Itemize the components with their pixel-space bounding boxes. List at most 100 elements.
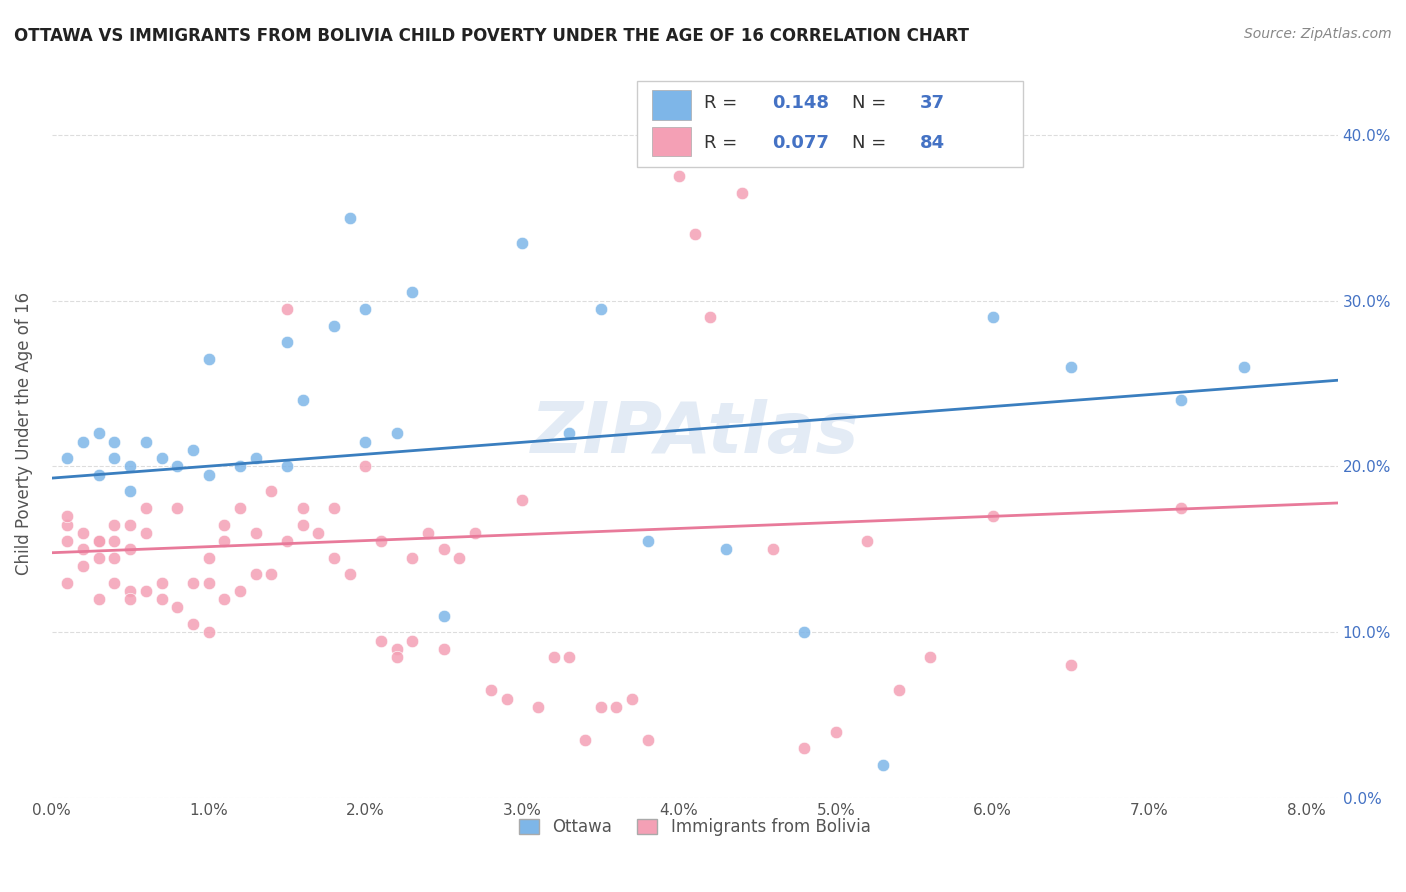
Point bbox=[135, 525, 157, 540]
Point bbox=[103, 575, 125, 590]
Point bbox=[385, 650, 408, 665]
Text: 0.077: 0.077 bbox=[772, 134, 828, 152]
Point bbox=[872, 758, 894, 772]
Point bbox=[433, 641, 456, 656]
Point bbox=[449, 550, 471, 565]
Point bbox=[120, 592, 142, 607]
Point bbox=[401, 550, 423, 565]
Point bbox=[229, 459, 252, 474]
Point bbox=[150, 592, 173, 607]
Point bbox=[229, 583, 252, 598]
Point bbox=[103, 451, 125, 466]
Point bbox=[212, 517, 235, 532]
Point bbox=[103, 517, 125, 532]
Point bbox=[1060, 359, 1083, 374]
Point bbox=[291, 393, 314, 408]
Point bbox=[212, 534, 235, 549]
Point bbox=[620, 691, 643, 706]
Point bbox=[276, 459, 298, 474]
Point bbox=[558, 426, 581, 441]
Point bbox=[291, 500, 314, 515]
Point bbox=[56, 517, 79, 532]
Point bbox=[1232, 359, 1254, 374]
Point bbox=[120, 583, 142, 598]
Point bbox=[150, 575, 173, 590]
Point bbox=[307, 525, 329, 540]
Point bbox=[212, 592, 235, 607]
Point bbox=[245, 567, 267, 582]
Point bbox=[793, 741, 815, 756]
Point bbox=[120, 484, 142, 499]
Point bbox=[260, 567, 283, 582]
Point bbox=[683, 227, 706, 242]
Point bbox=[87, 467, 110, 482]
Point bbox=[856, 534, 879, 549]
FancyBboxPatch shape bbox=[637, 81, 1022, 167]
Point bbox=[166, 500, 188, 515]
Point bbox=[527, 700, 550, 714]
Point bbox=[245, 525, 267, 540]
Point bbox=[637, 534, 659, 549]
Legend: Ottawa, Immigrants from Bolivia: Ottawa, Immigrants from Bolivia bbox=[510, 810, 879, 845]
FancyBboxPatch shape bbox=[652, 90, 690, 120]
Point bbox=[166, 600, 188, 615]
Point bbox=[464, 525, 486, 540]
Point bbox=[637, 733, 659, 747]
Point bbox=[354, 459, 377, 474]
Point bbox=[197, 351, 219, 366]
Point bbox=[291, 517, 314, 532]
Point bbox=[120, 517, 142, 532]
Point bbox=[120, 542, 142, 557]
Point bbox=[495, 691, 517, 706]
Point bbox=[510, 492, 533, 507]
Point bbox=[56, 575, 79, 590]
Point bbox=[668, 169, 690, 184]
Point bbox=[103, 534, 125, 549]
Point bbox=[385, 641, 408, 656]
Point bbox=[589, 301, 612, 316]
Point bbox=[479, 683, 502, 698]
Point bbox=[323, 500, 346, 515]
Point bbox=[354, 434, 377, 449]
Point bbox=[276, 534, 298, 549]
Point bbox=[401, 285, 423, 300]
Point bbox=[87, 534, 110, 549]
Point bbox=[276, 335, 298, 350]
Point bbox=[72, 525, 94, 540]
Point bbox=[339, 211, 361, 225]
Point bbox=[229, 500, 252, 515]
Point bbox=[416, 525, 439, 540]
Point bbox=[510, 235, 533, 250]
Text: 37: 37 bbox=[920, 94, 945, 112]
Point bbox=[181, 575, 204, 590]
Point bbox=[245, 451, 267, 466]
Point bbox=[385, 426, 408, 441]
Point bbox=[589, 700, 612, 714]
Point bbox=[558, 650, 581, 665]
Point bbox=[1060, 658, 1083, 673]
Point bbox=[56, 451, 79, 466]
Point bbox=[72, 434, 94, 449]
Point bbox=[260, 484, 283, 499]
Text: OTTAWA VS IMMIGRANTS FROM BOLIVIA CHILD POVERTY UNDER THE AGE OF 16 CORRELATION : OTTAWA VS IMMIGRANTS FROM BOLIVIA CHILD … bbox=[14, 27, 969, 45]
Y-axis label: Child Poverty Under the Age of 16: Child Poverty Under the Age of 16 bbox=[15, 292, 32, 574]
Point bbox=[323, 318, 346, 333]
Point bbox=[103, 550, 125, 565]
Point bbox=[981, 310, 1004, 325]
Point bbox=[401, 633, 423, 648]
Point bbox=[543, 650, 565, 665]
Point bbox=[87, 550, 110, 565]
Point bbox=[181, 442, 204, 457]
Point bbox=[72, 559, 94, 574]
Point bbox=[370, 534, 392, 549]
Point bbox=[323, 550, 346, 565]
Point bbox=[276, 301, 298, 316]
Point bbox=[1170, 500, 1192, 515]
Text: 84: 84 bbox=[920, 134, 945, 152]
Point bbox=[339, 567, 361, 582]
Point bbox=[56, 534, 79, 549]
Text: R =: R = bbox=[703, 134, 742, 152]
Point bbox=[72, 542, 94, 557]
Point bbox=[87, 534, 110, 549]
Point bbox=[135, 434, 157, 449]
